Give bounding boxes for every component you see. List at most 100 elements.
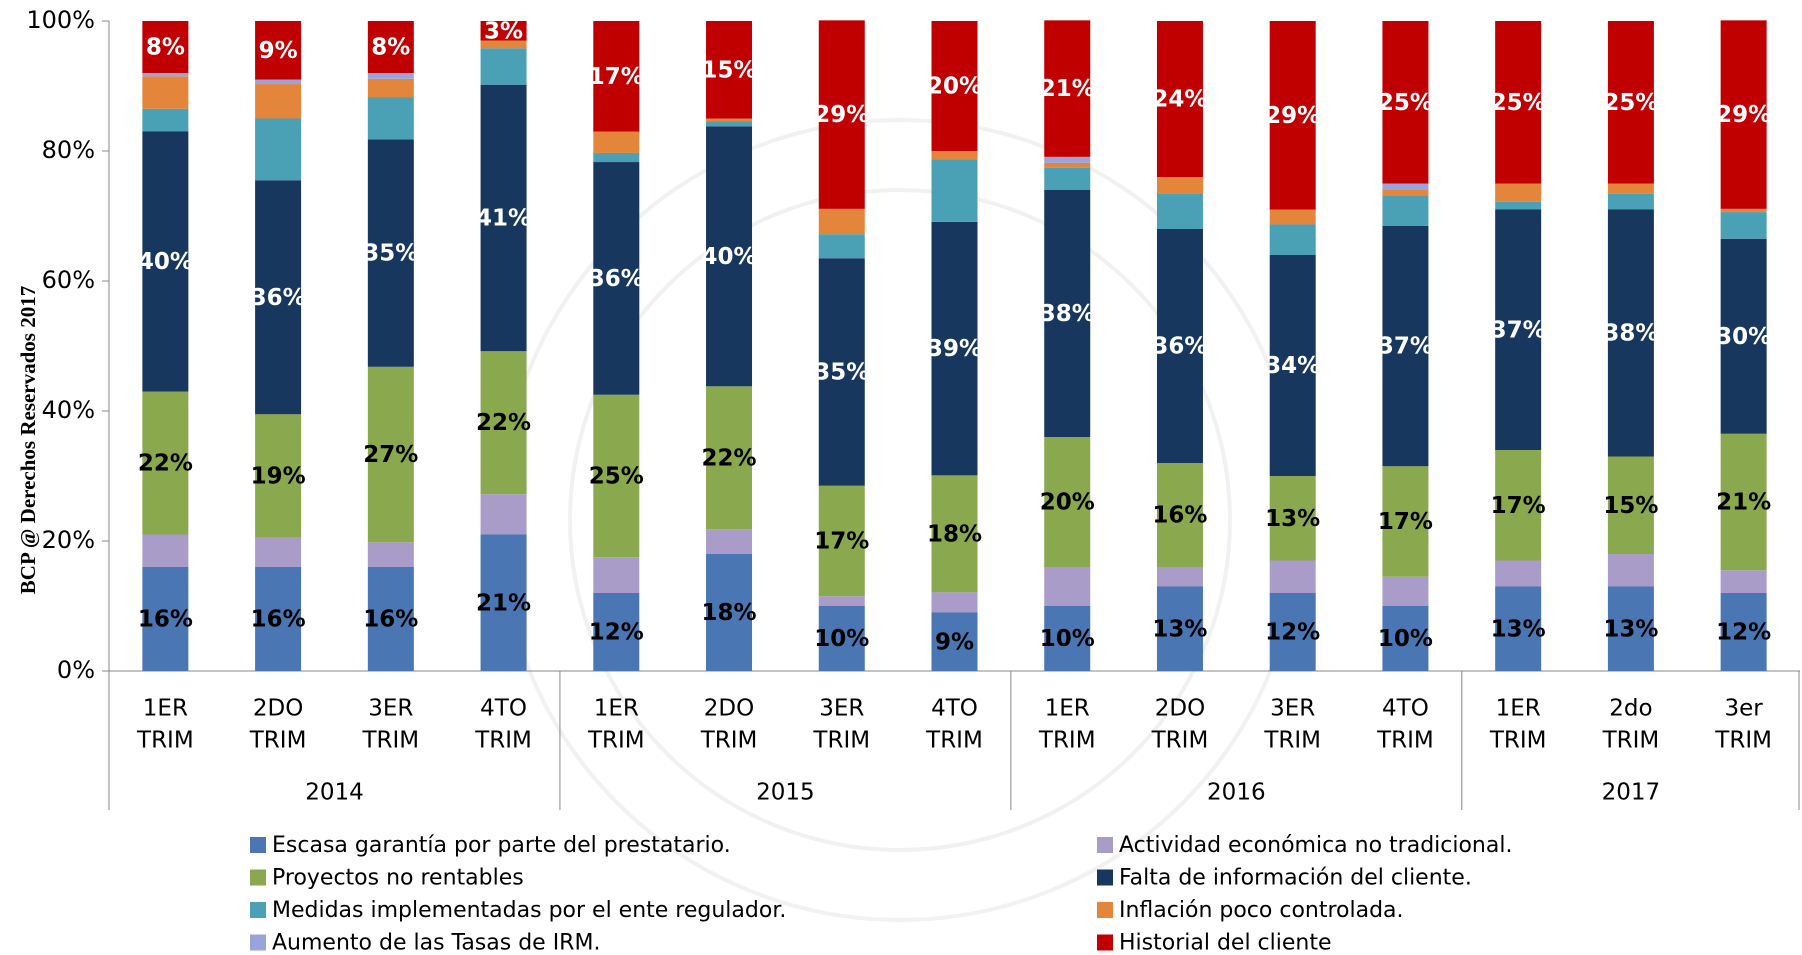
bar-segment (255, 84, 302, 119)
bar-segment (593, 152, 640, 163)
bar-segment (1720, 433, 1767, 571)
data-label: 12% (1265, 620, 1320, 646)
bar-segment (818, 234, 865, 259)
data-label: 13% (1265, 506, 1320, 532)
bar-segment (1607, 193, 1654, 210)
bar-segment (931, 221, 978, 476)
data-label: 20% (1040, 490, 1095, 516)
bar-segment (1156, 586, 1203, 671)
data-label: 22% (702, 445, 757, 471)
bar-segment (1269, 209, 1316, 225)
data-label: 37% (1491, 317, 1546, 343)
data-label: 36% (589, 266, 644, 292)
legend-label: Falta de información del cliente. (1119, 866, 1472, 891)
bar-segment (1720, 208, 1767, 213)
x-tick-label: TRIM (587, 728, 645, 754)
bar-segment (1156, 567, 1203, 587)
data-label: 8% (146, 35, 185, 61)
legend-label: Inflación poco controlada. (1119, 898, 1404, 923)
bar-segment (593, 162, 640, 395)
legend-label: Escasa garantía por parte del prestatari… (272, 833, 731, 858)
bar-segment (1495, 586, 1542, 671)
bar-segment (1607, 183, 1654, 194)
bar-segment (1382, 466, 1429, 577)
x-tick-label: TRIM (812, 728, 870, 754)
bar-segment (706, 126, 753, 387)
data-label: 15% (702, 57, 757, 83)
bar-segment (367, 366, 414, 543)
bar-segment (1607, 209, 1654, 457)
bar-segment (1044, 606, 1091, 671)
data-label: 36% (251, 285, 306, 311)
bar-segment (1269, 21, 1316, 210)
bar-segment (1720, 570, 1767, 593)
bar-segment (480, 48, 527, 85)
data-label: 10% (1040, 626, 1095, 652)
bar-segment (142, 534, 189, 567)
bar-segment (706, 386, 753, 530)
bar-segment (931, 475, 978, 593)
legend-swatch (250, 902, 266, 918)
x-tick-label: TRIM (1489, 728, 1547, 754)
data-label: 16% (138, 607, 193, 633)
bar-segment (706, 121, 753, 127)
x-tick-label: 1ER (143, 696, 188, 722)
bar-segment (593, 593, 640, 671)
data-label: 21% (476, 590, 531, 616)
bar-segment (931, 592, 978, 613)
data-label: 12% (589, 620, 644, 646)
bar-segment (1720, 593, 1767, 671)
bar-segment (1382, 225, 1429, 467)
data-label: 40% (702, 244, 757, 270)
x-tick-label: 2do (1609, 696, 1652, 722)
data-label: 30% (1716, 324, 1771, 350)
bar-segment (1720, 20, 1767, 209)
bar-segment (1382, 189, 1429, 196)
x-tick-label: TRIM (1714, 728, 1772, 754)
bar-segment (367, 139, 414, 367)
bar-segment (818, 606, 865, 671)
x-tick-label: 4TO (480, 696, 527, 722)
bar-segment (1382, 21, 1429, 184)
bar-segment (480, 84, 527, 352)
bar-segment (1044, 437, 1091, 567)
bar-segment (818, 20, 865, 209)
bar-segment (367, 542, 414, 567)
bar-segment (1269, 593, 1316, 671)
data-label: 3% (484, 18, 523, 44)
bar-segment (1495, 450, 1542, 561)
data-label: 29% (1716, 102, 1771, 128)
bar-segment (142, 391, 189, 535)
data-label: 25% (1491, 90, 1546, 116)
bar-segment (255, 118, 302, 181)
y-tick-label: 60% (42, 266, 95, 294)
group-label: 2016 (1207, 780, 1266, 806)
bar-segment (1044, 167, 1091, 190)
data-label: 35% (814, 360, 869, 386)
bar-segment (1156, 177, 1203, 194)
bar-segment (255, 180, 302, 415)
x-tick-label: 3ER (368, 696, 413, 722)
x-tick-label: 1ER (594, 696, 639, 722)
bar-segment (706, 529, 753, 554)
bar-segment (818, 258, 865, 486)
bar-segment (931, 151, 978, 160)
bar-segment (593, 21, 640, 132)
bar-segment (142, 108, 189, 132)
legend-label: Proyectos no rentables (272, 866, 524, 891)
data-label: 17% (1491, 493, 1546, 519)
legend-swatch (250, 869, 266, 886)
bar-segment (480, 494, 527, 535)
bar-segment (1156, 229, 1203, 463)
x-tick-label: TRIM (136, 728, 194, 754)
x-tick-label: TRIM (925, 728, 983, 754)
legend-swatch (1097, 902, 1113, 918)
bar-segment (931, 159, 978, 222)
bar-segment (1495, 209, 1542, 450)
bar-segment (142, 73, 189, 77)
bar-segment (480, 40, 527, 49)
data-label: 21% (1716, 490, 1771, 516)
legend-swatch (1097, 837, 1113, 853)
bar-segment (1720, 212, 1767, 239)
data-label: 35% (363, 241, 418, 267)
